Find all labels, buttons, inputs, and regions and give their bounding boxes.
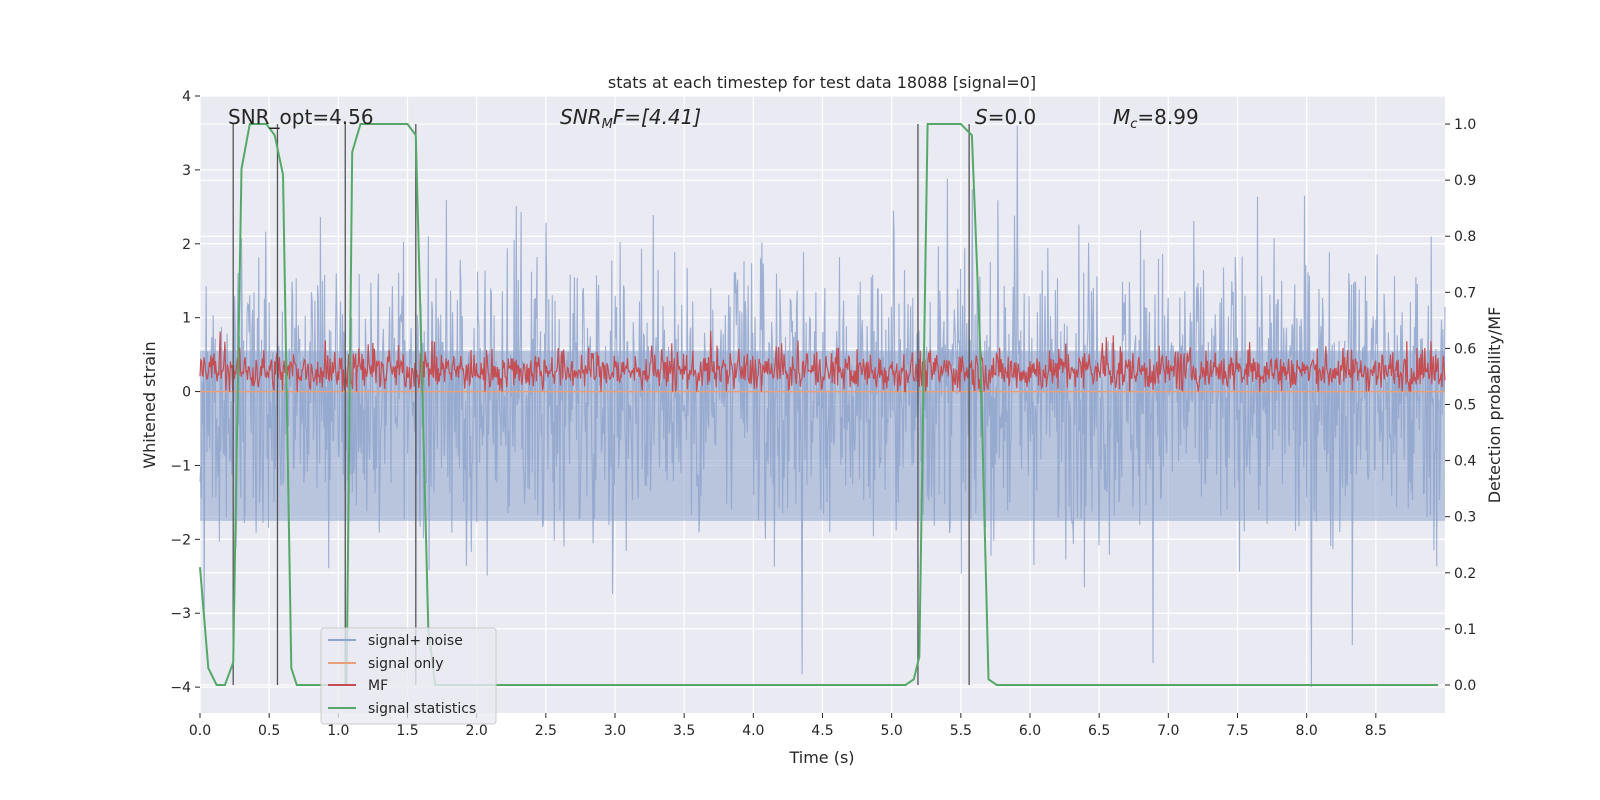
legend-label-signal-only: signal only [368,656,443,672]
y-tick-label-right: 0.2 [1454,566,1476,582]
y-axis-label-left: Whitened strain [140,341,159,468]
annotation-mc-base: M [1113,105,1130,129]
x-tick-label: 4.5 [811,723,833,739]
y-tick-label-right: 0.6 [1454,341,1476,357]
y-tick-label-left: −1 [170,458,191,474]
y-tick-label-left: −2 [170,532,191,548]
chart-title: stats at each timestep for test data 180… [608,73,1036,92]
annotation-mc-sub: c [1130,117,1137,132]
annotation-snr-mf-base: SNR [560,105,602,129]
x-tick-label: 7.5 [1226,723,1248,739]
y-tick-label-left: 1 [182,311,191,327]
annotation-snr-mf: SNRMF=[4.41] [560,105,701,132]
y-tick-label-left: 0 [182,385,191,401]
x-tick-label: 6.0 [1019,723,1041,739]
annotation-s-base: S [975,105,988,129]
x-tick-label: 2.0 [466,723,488,739]
x-tick-label: 1.5 [396,723,418,739]
legend: signal+ noise signal only MF signal stat… [320,627,497,725]
x-tick-label: 0.0 [189,723,211,739]
x-tick-label: 5.5 [950,723,972,739]
annotation-s: S=0.0 [975,105,1036,129]
y-ticks-right: 1.0 0.9 0.8 0.7 0.6 0.5 0.4 0.3 0.2 0.1 0.0 [1445,117,1476,694]
x-tick-label: 3.5 [673,723,695,739]
annotation-snr-mf-rest: F=[4.41] [613,105,701,129]
y-tick-label-right: 0.1 [1454,622,1476,638]
legend-label-signal-noise: signal+ noise [368,633,463,649]
y-tick-label-right: 0.5 [1454,398,1476,414]
x-tick-label: 7.0 [1157,723,1179,739]
legend-label-signal-statistics: signal statistics [368,701,476,717]
y-tick-label-right: 0.3 [1454,510,1476,526]
y-axis-label-right: Detection probability/MF [1485,307,1504,504]
series-signal-statistics [199,123,1439,686]
annotation-mc-rest: =8.99 [1137,105,1198,129]
x-tick-label: 2.5 [535,723,557,739]
x-tick-label: 4.0 [742,723,764,739]
x-tick-label: 3.0 [604,723,626,739]
y-tick-label-left: 3 [182,163,191,179]
y-tick-label-right: 0.7 [1454,285,1476,301]
annotation-snr-opt: SNR_opt=4.56 [228,105,374,129]
vertical-markers [232,124,970,685]
y-tick-label-left: −4 [170,680,191,696]
y-tick-label-right: 0.9 [1454,173,1476,189]
y-ticks-left: 4 3 2 1 0 −1 −2 −3 −4 [170,89,200,696]
legend-label-mf: MF [368,678,388,694]
signal-statistics-line [199,123,1439,686]
annotation-s-rest: =0.0 [988,105,1037,129]
x-ticks: 0.0 0.5 1.0 1.5 2.0 2.5 3.0 3.5 4.0 4.5 5.0 5.5 6.0 6… [189,713,1387,739]
y-tick-label-right: 0.4 [1454,454,1476,470]
x-tick-label: 5.0 [881,723,903,739]
mf-line [199,330,1446,393]
y-tick-label-left: −3 [170,606,191,622]
series-mf [199,330,1446,393]
x-tick-label: 8.0 [1296,723,1318,739]
x-tick-label: 1.0 [327,723,349,739]
x-tick-label: 0.5 [258,723,280,739]
y-tick-label-left: 4 [182,89,191,105]
x-axis-label: Time (s) [788,748,854,767]
x-tick-label: 8.5 [1365,723,1387,739]
y-tick-label-right: 0.0 [1454,678,1476,694]
legend-box [320,627,497,725]
annotation-snr-mf-sub: M [602,117,613,132]
annotation-mc: Mc=8.99 [1113,105,1199,132]
y-tick-label-right: 0.8 [1454,229,1476,245]
y-tick-label-right: 1.0 [1454,117,1476,133]
x-tick-label: 6.5 [1088,723,1110,739]
y-tick-label-left: 2 [182,237,191,253]
